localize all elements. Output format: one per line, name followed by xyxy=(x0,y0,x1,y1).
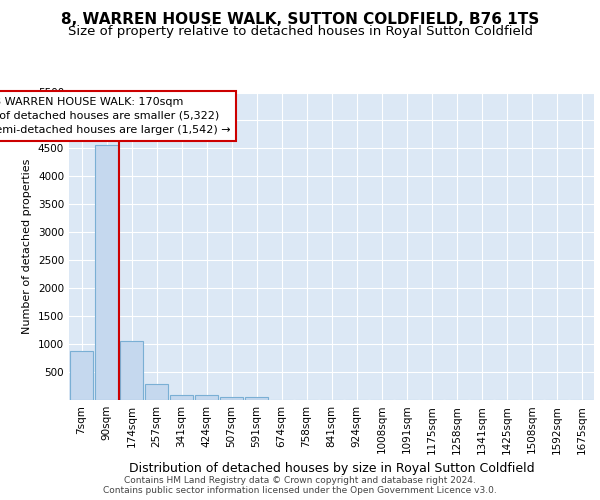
Text: 8 WARREN HOUSE WALK: 170sqm
← 78% of detached houses are smaller (5,322)
22% of : 8 WARREN HOUSE WALK: 170sqm ← 78% of det… xyxy=(0,97,230,135)
Bar xyxy=(70,351,93,400)
Y-axis label: Number of detached properties: Number of detached properties xyxy=(22,158,32,334)
Text: Size of property relative to detached houses in Royal Sutton Coldfield: Size of property relative to detached ho… xyxy=(67,25,533,38)
Bar xyxy=(220,396,243,400)
Bar xyxy=(245,396,268,400)
Bar xyxy=(95,145,118,400)
X-axis label: Distribution of detached houses by size in Royal Sutton Coldfield: Distribution of detached houses by size … xyxy=(128,462,535,475)
Bar xyxy=(195,395,218,400)
Text: Contains public sector information licensed under the Open Government Licence v3: Contains public sector information licen… xyxy=(103,486,497,495)
Text: Contains HM Land Registry data © Crown copyright and database right 2024.: Contains HM Land Registry data © Crown c… xyxy=(124,476,476,485)
Bar xyxy=(170,395,193,400)
Text: 8, WARREN HOUSE WALK, SUTTON COLDFIELD, B76 1TS: 8, WARREN HOUSE WALK, SUTTON COLDFIELD, … xyxy=(61,12,539,28)
Bar xyxy=(120,342,143,400)
Bar xyxy=(145,384,168,400)
